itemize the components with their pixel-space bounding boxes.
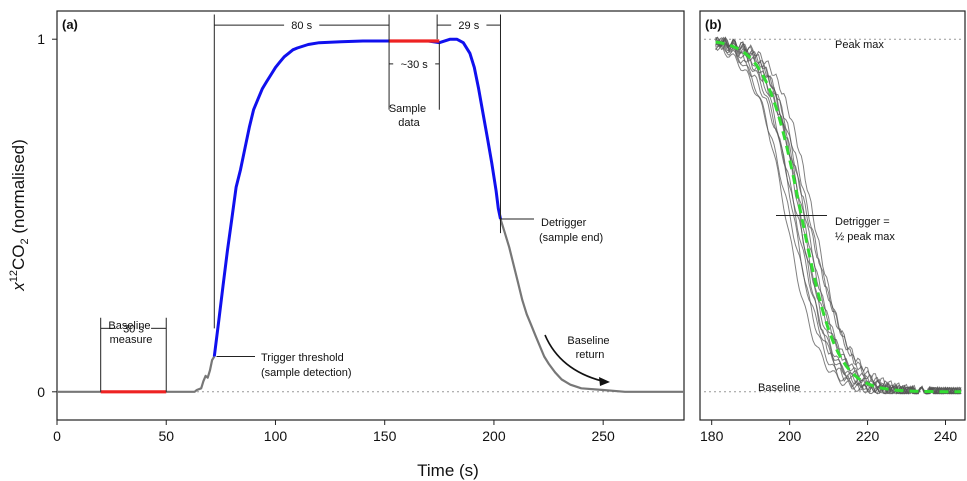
overlay-trace-10: [715, 36, 962, 395]
y-tick-label: 0: [37, 384, 45, 400]
interval-label-1: 80 s: [291, 20, 312, 32]
sample-data-line-1: Sample: [389, 103, 426, 115]
label-peak-max: Peak max: [835, 39, 884, 51]
baseline-return-arrowhead: [599, 377, 610, 386]
x-tick-label: 220: [856, 428, 880, 444]
y-tick-label: 1: [37, 31, 45, 47]
panel-a-frame: [56, 10, 685, 421]
baseline-measure-line-1: Baseline: [108, 320, 150, 332]
annotation-detrigger: Detrigger (sample end): [539, 217, 603, 244]
detrigger-line-1: Detrigger: [541, 217, 587, 229]
y-axis-label: x12CO2 (normalised): [8, 139, 31, 292]
fit-curve-dashed: [715, 40, 962, 394]
ylabel-chem: CO: [9, 245, 28, 271]
baseline-return-arrow: [544, 334, 603, 382]
x-tick-label: 100: [264, 428, 288, 444]
x-tick-label: 250: [591, 428, 615, 444]
x-tick-label: 50: [158, 428, 174, 444]
interval-label-2: ~30 s: [401, 59, 429, 71]
x-axis-label: Time (s): [417, 461, 479, 480]
detrigger-half-line-2: ½ peak max: [835, 231, 895, 243]
annotation-detrigger-half: Detrigger = ½ peak max: [835, 216, 895, 243]
interval-label-0: 30 s: [123, 323, 144, 335]
x-tick-label: 200: [778, 428, 802, 444]
panel-a-plot: 0 50 100 150 200 250 0 1 30 s 80 s ~30 s 29 s: [37, 14, 684, 444]
ylabel-rest: (normalised): [9, 139, 28, 238]
annotation-sample-data: Sample data: [389, 103, 429, 129]
baseline-return-line-1: Baseline: [567, 335, 609, 347]
panel-a-label: (a): [62, 17, 78, 32]
sample-data-line-2: data: [398, 117, 420, 129]
annotation-baseline-return: Baseline return: [567, 335, 612, 361]
x-tick-label: 200: [482, 428, 506, 444]
trigger-line-2: (sample detection): [261, 367, 352, 379]
x-tick-label: 0: [53, 428, 61, 444]
x-tick-label: 240: [934, 428, 958, 444]
panel-b-frame: [699, 10, 966, 421]
ylabel-main: x: [9, 282, 28, 292]
detrigger-half-line-1: Detrigger =: [835, 216, 890, 228]
baseline-return-line-2: return: [576, 349, 605, 361]
trigger-line-1: Trigger threshold: [261, 352, 344, 364]
interval-label-3: 29 s: [458, 20, 479, 32]
series-line-post-detrigger: [499, 218, 684, 393]
annotation-trigger: Trigger threshold (sample detection): [261, 352, 352, 379]
baseline-measure-line-2: measure: [110, 334, 153, 346]
series-line-sample: [212, 37, 502, 357]
detrigger-line-2: (sample end): [539, 232, 603, 244]
ylabel-sup: 12: [8, 270, 20, 282]
x-tick-label: 150: [373, 428, 397, 444]
label-baseline: Baseline: [758, 382, 800, 394]
annotation-baseline-measure: Baseline measure: [108, 320, 153, 346]
ylabel-sub: 2: [19, 238, 31, 244]
panel-b-plot: 180 200 220 240: [700, 36, 962, 444]
panel-b-label: (b): [705, 17, 722, 32]
x-tick-label: 180: [700, 428, 724, 444]
series-line-pre-trigger: [57, 355, 216, 393]
